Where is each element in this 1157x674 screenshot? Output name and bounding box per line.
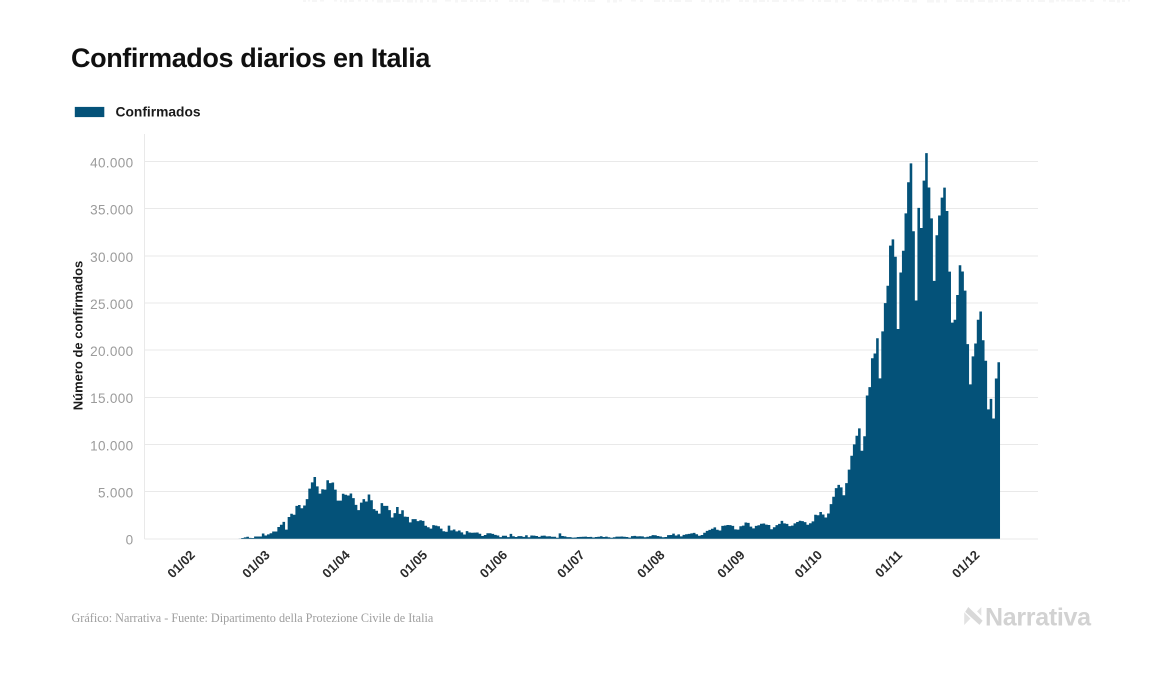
svg-text:Confirmados diarios en Italia: Confirmados diarios en Italia xyxy=(71,43,431,73)
svg-text:01/05: 01/05 xyxy=(397,547,431,581)
svg-text:01/04: 01/04 xyxy=(319,547,353,581)
svg-text:20.000: 20.000 xyxy=(90,344,133,359)
svg-text:01/12: 01/12 xyxy=(949,547,983,581)
svg-text:0: 0 xyxy=(126,533,134,548)
svg-text:10.000: 10.000 xyxy=(90,438,133,453)
svg-text:Narrativa: Narrativa xyxy=(985,604,1092,632)
svg-text:01/07: 01/07 xyxy=(554,547,588,581)
svg-text:5.000: 5.000 xyxy=(98,486,134,501)
svg-text:Gráfico: Narrativa - Fuente: D: Gráfico: Narrativa - Fuente: Dipartiment… xyxy=(72,611,434,625)
svg-text:35.000: 35.000 xyxy=(90,203,133,218)
svg-text:01/09: 01/09 xyxy=(714,547,748,581)
svg-text:15.000: 15.000 xyxy=(90,391,133,406)
svg-text:01/06: 01/06 xyxy=(477,547,511,581)
svg-text:01/03: 01/03 xyxy=(239,547,273,581)
svg-text:01/10: 01/10 xyxy=(792,547,826,581)
svg-text:40.000: 40.000 xyxy=(90,156,133,171)
svg-text:01/11: 01/11 xyxy=(872,547,905,580)
svg-text:01/08: 01/08 xyxy=(634,547,668,581)
svg-text:Confirmados: Confirmados xyxy=(116,105,201,120)
svg-text:30.000: 30.000 xyxy=(90,250,133,265)
svg-text:25.000: 25.000 xyxy=(90,297,133,312)
svg-text:01/02: 01/02 xyxy=(164,547,198,581)
svg-text:Número de confirmados: Número de confirmados xyxy=(71,261,86,411)
